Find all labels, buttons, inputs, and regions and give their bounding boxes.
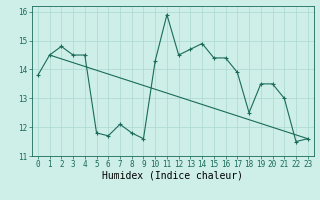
X-axis label: Humidex (Indice chaleur): Humidex (Indice chaleur) bbox=[102, 171, 243, 181]
